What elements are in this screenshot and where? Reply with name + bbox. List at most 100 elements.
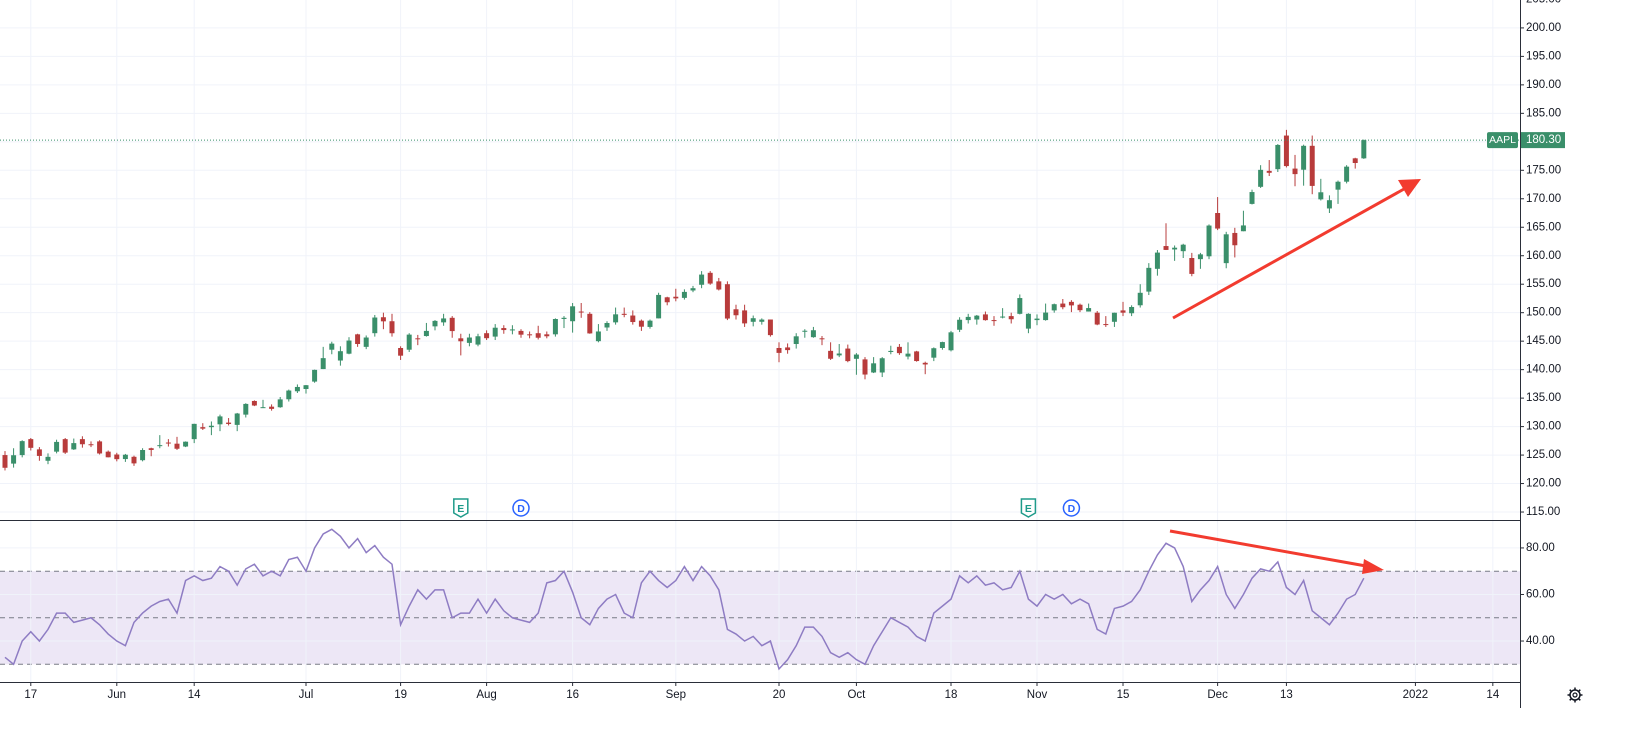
candle-body: [157, 445, 163, 447]
x-tick-label: 14: [188, 689, 201, 701]
candle-body: [1034, 318, 1040, 321]
y-tick-label: 145.00: [1526, 335, 1561, 347]
event-label: D: [1068, 503, 1076, 515]
candle-body: [793, 336, 799, 345]
candle-body: [372, 317, 378, 334]
candle-body: [191, 423, 197, 440]
candle-body: [699, 274, 705, 285]
candle-body: [733, 309, 739, 316]
candle-body: [406, 334, 412, 350]
candle-body: [492, 327, 498, 337]
candle-body: [79, 439, 85, 445]
event-marker[interactable]: E: [1020, 498, 1037, 518]
candle-body: [363, 337, 369, 347]
symbol-tag: [1487, 132, 1518, 149]
candle-body: [11, 455, 17, 464]
candle-body: [561, 317, 567, 319]
x-tick-label: Aug: [476, 689, 496, 701]
candle-body: [802, 330, 808, 332]
event-marker[interactable]: D: [1062, 499, 1081, 517]
event-icon: [453, 498, 469, 518]
candle-body: [939, 342, 945, 348]
x-tick-label: Sep: [666, 689, 686, 701]
x-tick-label: Jul: [299, 689, 314, 701]
candle-body: [707, 272, 713, 284]
candle-body: [664, 297, 670, 303]
candle-body: [673, 296, 679, 299]
candle-body: [131, 456, 137, 464]
candle-body: [1361, 140, 1367, 159]
candle-body: [1103, 324, 1109, 326]
candle-body: [716, 281, 722, 290]
candle-body: [982, 314, 988, 321]
y-tick-label: 80.00: [1526, 542, 1555, 554]
candle-body: [544, 334, 550, 337]
y-tick-label: 190.00: [1526, 79, 1561, 91]
y-tick-label: 185.00: [1526, 107, 1561, 119]
candle-body: [914, 351, 920, 362]
x-tick-label: 19: [394, 689, 407, 701]
candle-body: [1120, 310, 1126, 313]
candle-body: [183, 441, 189, 447]
candle-body: [148, 448, 154, 450]
candle-body: [587, 313, 593, 334]
candle-body: [1283, 135, 1289, 167]
candle-body: [1326, 200, 1332, 209]
candle-body: [45, 456, 51, 461]
x-tick-label: 16: [566, 689, 579, 701]
candle-body: [690, 288, 696, 291]
settings-gear[interactable]: [1567, 687, 1583, 703]
event-label: E: [457, 503, 464, 515]
candle-body: [1292, 168, 1298, 175]
event-marker[interactable]: E: [453, 498, 469, 518]
candle-body: [208, 425, 214, 428]
candle-body: [785, 347, 791, 351]
candle-body: [251, 400, 257, 406]
candle-body: [1275, 144, 1281, 170]
candle-body: [1180, 244, 1186, 252]
x-tick-label: 18: [945, 689, 958, 701]
candle-body: [1017, 298, 1023, 314]
candle-body: [458, 338, 464, 342]
candle-body: [724, 284, 730, 319]
event-icon: [1062, 499, 1081, 517]
candle-body: [836, 353, 842, 356]
candle-body: [1000, 316, 1006, 318]
candle-body: [88, 444, 94, 446]
candle-body: [570, 306, 576, 322]
candle-body: [1086, 308, 1092, 312]
candle-body: [647, 320, 653, 327]
candle-body: [294, 386, 300, 392]
x-tick-label: Jun: [108, 689, 127, 701]
y-tick-label: 200.00: [1526, 22, 1561, 34]
candle-body: [879, 358, 885, 373]
candle-body: [1266, 170, 1272, 173]
candle-body: [965, 316, 971, 321]
candle-body: [1051, 304, 1057, 311]
candle-body: [957, 319, 963, 330]
candle-body: [656, 294, 662, 319]
labels: 115.00 120.00 125.00 130.00 135.00 140.00 145.…: [24, 0, 1565, 701]
candle-body: [1094, 312, 1100, 325]
candle-body: [346, 340, 352, 354]
candle-body: [269, 406, 275, 409]
candle-body: [759, 319, 765, 322]
candle-body: [1301, 145, 1307, 170]
candle-body: [286, 390, 292, 400]
x-tick-label: 15: [1117, 689, 1130, 701]
trend-arrow-rsi: [1169, 529, 1384, 574]
candle-body: [97, 441, 103, 454]
candle-body: [1215, 213, 1221, 229]
candle-body: [389, 321, 395, 334]
candle-body: [1154, 252, 1160, 269]
candle-body: [888, 350, 894, 352]
y-tick-label: 120.00: [1526, 478, 1561, 490]
event-marker[interactable]: D: [512, 499, 530, 517]
candle-body: [862, 359, 868, 375]
last-price-label: 180.30: [1526, 134, 1561, 146]
event-icon: [512, 499, 530, 517]
candle-body: [217, 416, 223, 425]
x-tick-label: 14: [1486, 689, 1499, 701]
